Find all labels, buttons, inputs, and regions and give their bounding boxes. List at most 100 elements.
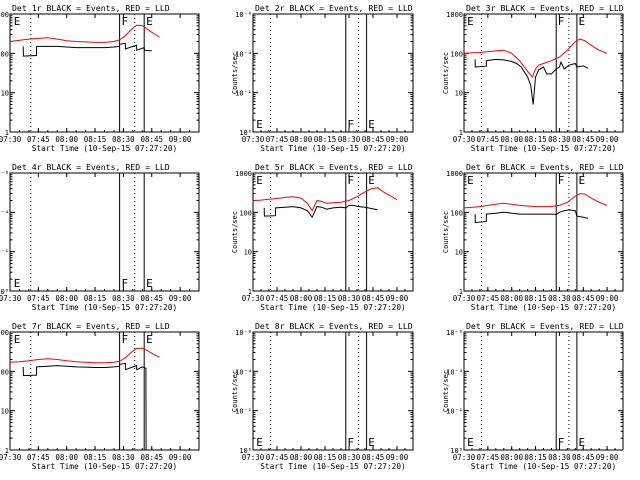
panel-det-8r: Det 8r BLACK = Events, RED = LLD E F E 07:30…: [231, 321, 414, 471]
x-tick-label: 08:15: [524, 135, 547, 144]
x-tick-label: 08:30: [338, 135, 361, 144]
x-axis-label: Start Time (10-Sep-15 07:27:20): [471, 144, 617, 153]
panel-title: Det 2r BLACK = Events, RED = LLD: [255, 3, 413, 13]
x-tick-label: 07:45: [477, 135, 500, 144]
y-tick-label: 100: [450, 50, 463, 58]
panel-title: Det 6r BLACK = Events, RED = LLD: [466, 162, 624, 172]
x-axis-label: Start Time (10-Sep-15 07:27:20): [32, 144, 178, 153]
x-tick-label: 09:00: [596, 294, 619, 303]
x-tick-label: 08:30: [112, 294, 135, 303]
event-marker-label: F: [558, 174, 565, 187]
y-tick-label: 10⁻⁴: [0, 209, 9, 217]
x-axis-label: Start Time (10-Sep-15 07:27:20): [260, 144, 406, 153]
event-marker-label: E: [146, 277, 153, 290]
event-marker-label: E: [578, 15, 585, 28]
x-tick-label: 08:00: [500, 294, 523, 303]
event-marker-label: E: [467, 436, 474, 449]
x-tick-label: 09:00: [596, 453, 619, 462]
x-tick-label: 09:00: [386, 294, 409, 303]
x-tick-label: 09:00: [596, 135, 619, 144]
x-tick-label: 09:00: [386, 135, 409, 144]
x-tick-label: 08:30: [112, 453, 135, 462]
x-tick-label: 08:45: [140, 294, 163, 303]
event-marker-label: F: [558, 436, 565, 449]
x-tick-label: 08:15: [314, 294, 337, 303]
x-tick-label: 08:45: [362, 135, 385, 144]
event-marker-label: E: [256, 118, 263, 131]
y-tick-label: 10⁻⁶: [235, 11, 252, 19]
y-axis-label: Counts/sec: [442, 52, 450, 94]
y-tick-label: 10: [1, 90, 9, 98]
y-tick-label: 100: [450, 209, 463, 217]
event-marker-label: F: [122, 333, 129, 346]
x-tick-label: 08:15: [84, 294, 107, 303]
x-tick-label: 07:45: [477, 294, 500, 303]
event-marker-label: E: [467, 15, 474, 28]
x-tick-label: 08:30: [112, 135, 135, 144]
x-tick-label: 07:45: [266, 294, 289, 303]
panel-det-5r: Det 5r BLACK = Events, RED = LLD E F E 07:30…: [231, 162, 414, 312]
x-tick-label: 08:15: [314, 453, 337, 462]
plot-frame: [463, 13, 624, 133]
plot-frame: [252, 172, 414, 292]
x-tick-label: 08:15: [84, 135, 107, 144]
y-axis-label: Counts/sec: [442, 211, 450, 253]
x-axis-label: Start Time (10-Sep-15 07:27:20): [260, 303, 406, 312]
x-tick-label: 07:30: [242, 135, 265, 144]
y-tick-label: 10⁻⁶: [235, 329, 252, 337]
y-tick-label: 1000: [446, 170, 463, 178]
event-marker-label: E: [14, 15, 21, 28]
x-tick-label: 08:15: [524, 453, 547, 462]
x-tick-label: 08:15: [524, 294, 547, 303]
x-tick-label: 07:30: [0, 453, 22, 462]
y-tick-label: 10: [455, 249, 463, 257]
event-marker-label: F: [347, 436, 354, 449]
x-tick-label: 09:00: [169, 453, 192, 462]
event-marker-label: E: [368, 118, 375, 131]
y-tick-label: 10⁻¹: [446, 408, 463, 416]
x-tick-label: 09:00: [169, 135, 192, 144]
event-marker-label: F: [347, 174, 354, 187]
event-marker-label: E: [578, 174, 585, 187]
x-tick-label: 07:30: [453, 294, 476, 303]
y-tick-label: 10⁰: [0, 288, 9, 296]
y-tick-label: 10⁰: [239, 447, 252, 455]
plot-frame: [9, 331, 200, 451]
panel-title: Det 3r BLACK = Events, RED = LLD: [466, 3, 624, 13]
y-tick-label: 1: [5, 447, 9, 455]
x-tick-label: 08:00: [290, 135, 313, 144]
y-axis-label: Counts/sec: [231, 52, 239, 94]
x-tick-label: 07:30: [0, 135, 22, 144]
x-tick-label: 07:45: [27, 294, 50, 303]
y-tick-label: 10⁻⁴: [446, 368, 463, 376]
event-marker-label: E: [368, 436, 375, 449]
y-tick-label: 10⁻¹: [235, 408, 252, 416]
x-tick-label: 08:45: [140, 135, 163, 144]
y-tick-label: 100: [0, 368, 9, 376]
y-tick-label: 10⁻⁶: [446, 329, 463, 337]
x-axis-label: Start Time (10-Sep-15 07:27:20): [260, 462, 406, 471]
y-tick-label: 1: [5, 129, 9, 137]
panel-det-4r: Det 4r BLACK = Events, RED = LLD E F E 07:30…: [0, 162, 200, 312]
lld-series-line: [10, 347, 160, 364]
y-tick-label: 10⁻⁴: [235, 368, 252, 376]
event-marker-label: E: [256, 174, 263, 187]
panel-det-7r: Det 7r BLACK = Events, RED = LLD E F E 07:30…: [0, 321, 200, 471]
events-series-line: [474, 209, 589, 224]
x-tick-label: 08:30: [548, 294, 571, 303]
y-tick-label: 10⁰: [450, 447, 463, 455]
event-marker-label: F: [558, 15, 565, 28]
x-tick-label: 08:45: [362, 294, 385, 303]
plot-frame: [9, 13, 200, 133]
y-tick-label: 1000: [235, 170, 252, 178]
x-tick-label: 08:30: [338, 294, 361, 303]
panel-title: Det 8r BLACK = Events, RED = LLD: [255, 321, 413, 331]
x-tick-label: 08:00: [55, 135, 78, 144]
x-tick-label: 08:15: [314, 135, 337, 144]
x-tick-label: 08:45: [572, 453, 595, 462]
y-tick-label: 1: [459, 129, 463, 137]
event-marker-label: E: [146, 333, 153, 346]
x-tick-label: 08:00: [290, 294, 313, 303]
